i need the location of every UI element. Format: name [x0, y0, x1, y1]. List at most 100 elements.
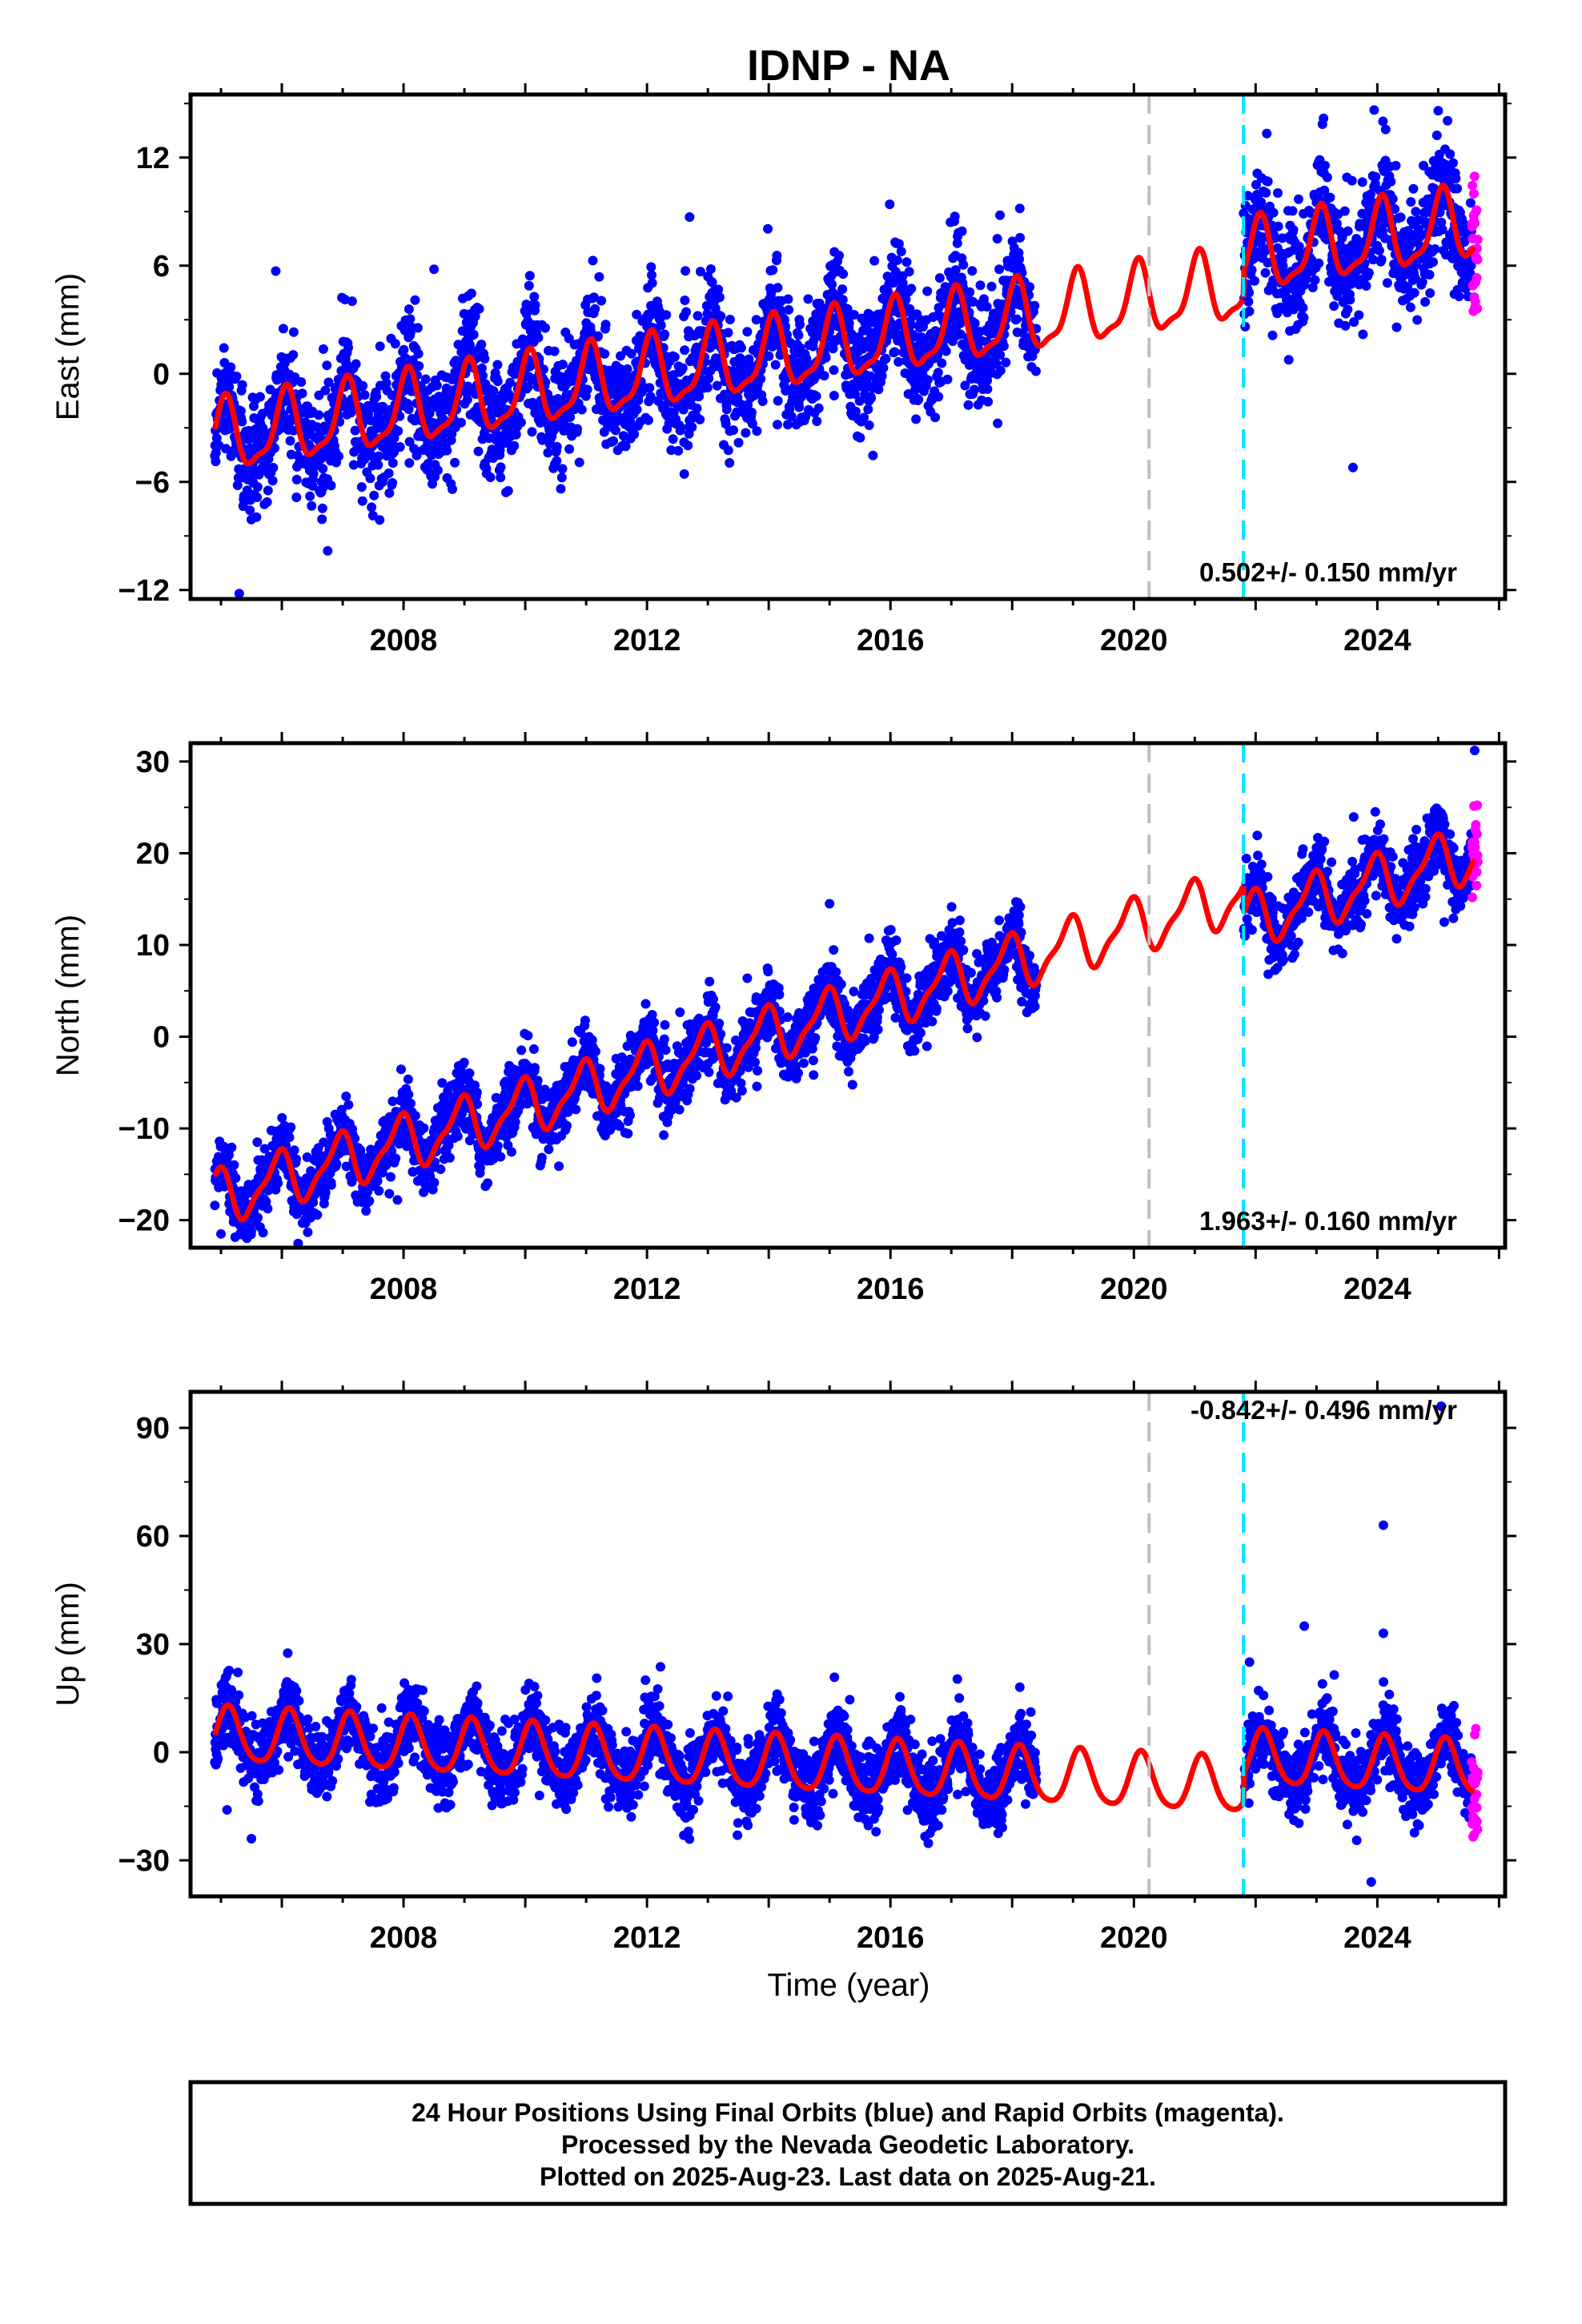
east-final-point [390, 339, 400, 349]
east-final-point [692, 403, 702, 413]
east-final-point [305, 491, 315, 501]
east-final-point [695, 267, 705, 277]
east-final-point [1273, 188, 1283, 198]
east-final-point [255, 392, 265, 402]
east-rapid-point [1472, 205, 1482, 215]
east-final-point [906, 283, 917, 294]
east-final-point [375, 341, 385, 352]
east-final-point [576, 404, 587, 415]
north-final-point [492, 1141, 503, 1151]
north-final-point [253, 1212, 263, 1223]
east-final-point [263, 485, 273, 496]
east-final-point [794, 402, 805, 412]
east-final-point [1363, 267, 1374, 278]
east-final-point [647, 278, 657, 288]
east-final-point [1261, 187, 1271, 198]
east-final-point [950, 211, 960, 222]
east-final-point [412, 450, 422, 460]
north-final-point [396, 1064, 406, 1075]
east-final-point [837, 284, 848, 295]
east-final-point [855, 432, 865, 443]
north-final-point [659, 1034, 669, 1044]
east-final-point [868, 450, 878, 460]
east-final-point [480, 354, 490, 364]
north-final-point [252, 1137, 263, 1148]
north-final-point [406, 1098, 416, 1108]
east-final-point [849, 389, 860, 399]
east-final-point [231, 372, 242, 381]
east-final-point [1391, 322, 1402, 332]
east-final-point [1354, 310, 1364, 320]
east-final-point [850, 406, 861, 416]
east-final-point [1417, 277, 1427, 287]
east-final-point [450, 457, 460, 468]
east-final-point [795, 320, 805, 330]
east-final-point [781, 384, 791, 394]
east-final-point [773, 283, 783, 293]
east-final-point [878, 363, 889, 373]
east-final-point [673, 445, 684, 456]
east-final-point [221, 444, 231, 454]
east-final-point [881, 353, 891, 364]
east-final-point [713, 284, 724, 295]
east-final-point [859, 412, 869, 423]
east-final-point [1430, 244, 1440, 254]
east-final-point [307, 480, 318, 491]
east-final-point [351, 359, 361, 369]
east-final-point [516, 417, 526, 428]
north-final-point [341, 1092, 351, 1101]
east-final-point [1329, 301, 1339, 312]
east-final-point [267, 476, 278, 486]
east-final-point [626, 348, 636, 359]
east-final-point [733, 437, 744, 448]
east-final-point [678, 404, 689, 415]
north-final-point [429, 1177, 440, 1188]
east-final-point [1448, 158, 1458, 168]
north-final-point [210, 1200, 220, 1211]
north-final-point [530, 1063, 540, 1073]
east-final-point [574, 457, 584, 468]
north-final-point [312, 1210, 323, 1220]
east-final-point [1340, 320, 1351, 331]
east-final-point [1325, 192, 1335, 203]
east-final-point [318, 464, 328, 474]
north-final-point [532, 1076, 543, 1086]
east-y-tick-label: −12 [118, 574, 170, 608]
east-final-point [1345, 295, 1355, 305]
east-final-point [970, 318, 980, 328]
east-final-point [387, 478, 398, 488]
north-final-point [403, 1074, 413, 1084]
east-final-point [291, 474, 302, 485]
east-final-point [1015, 232, 1026, 243]
east-final-point [647, 270, 656, 280]
north-final-point [571, 1104, 581, 1115]
east-final-point [1443, 115, 1453, 126]
north-final-point [506, 1147, 516, 1157]
east-final-point [622, 364, 632, 374]
east-final-point [373, 460, 383, 470]
north-final-point [326, 1180, 336, 1190]
east-final-point [854, 396, 865, 406]
east-final-point [892, 255, 902, 265]
east-final-point [1412, 315, 1423, 325]
east-final-point [492, 376, 503, 387]
east-final-point [1371, 171, 1381, 182]
east-final-point [803, 294, 813, 304]
east-final-point [357, 496, 367, 506]
east-final-point [1319, 160, 1330, 171]
east-final-point [1425, 288, 1435, 298]
east-final-point [1314, 258, 1324, 268]
east-final-point [1411, 207, 1421, 217]
east-final-point [564, 444, 575, 454]
north-final-point [331, 1159, 342, 1169]
east-final-point [1319, 113, 1329, 123]
east-y-tick-label: 12 [136, 142, 170, 175]
east-x-tick-label: 2008 [370, 624, 438, 657]
north-final-point [659, 1130, 669, 1140]
east-final-point [278, 324, 288, 334]
east-outlier-point [234, 589, 244, 599]
east-final-point [1001, 357, 1011, 368]
east-final-point [695, 414, 705, 424]
east-final-point [934, 392, 944, 402]
east-final-point [1424, 270, 1435, 279]
